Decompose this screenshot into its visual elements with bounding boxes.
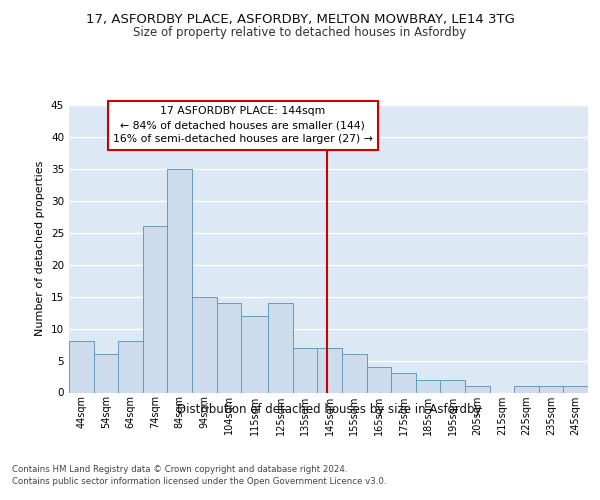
Bar	[217, 303, 241, 392]
Bar	[342, 354, 367, 393]
Bar	[539, 386, 563, 392]
Bar	[94, 354, 118, 393]
Bar	[241, 316, 268, 392]
Bar	[143, 226, 167, 392]
Bar	[563, 386, 588, 392]
Text: Contains HM Land Registry data © Crown copyright and database right 2024.: Contains HM Land Registry data © Crown c…	[12, 465, 347, 474]
Bar	[391, 374, 416, 392]
Y-axis label: Number of detached properties: Number of detached properties	[35, 161, 46, 336]
Bar	[514, 386, 539, 392]
Bar	[167, 169, 192, 392]
Bar	[118, 342, 143, 392]
Bar	[317, 348, 342, 393]
Bar	[416, 380, 440, 392]
Text: Contains public sector information licensed under the Open Government Licence v3: Contains public sector information licen…	[12, 478, 386, 486]
Bar	[69, 342, 94, 392]
Bar	[268, 303, 293, 392]
Bar	[192, 296, 217, 392]
Text: Distribution of detached houses by size in Asfordby: Distribution of detached houses by size …	[176, 402, 481, 415]
Bar	[440, 380, 465, 392]
Bar	[293, 348, 317, 393]
Bar	[367, 367, 391, 392]
Bar	[465, 386, 490, 392]
Text: 17, ASFORDBY PLACE, ASFORDBY, MELTON MOWBRAY, LE14 3TG: 17, ASFORDBY PLACE, ASFORDBY, MELTON MOW…	[86, 12, 514, 26]
Text: Size of property relative to detached houses in Asfordby: Size of property relative to detached ho…	[133, 26, 467, 39]
Text: 17 ASFORDBY PLACE: 144sqm
← 84% of detached houses are smaller (144)
16% of semi: 17 ASFORDBY PLACE: 144sqm ← 84% of detac…	[113, 106, 373, 144]
